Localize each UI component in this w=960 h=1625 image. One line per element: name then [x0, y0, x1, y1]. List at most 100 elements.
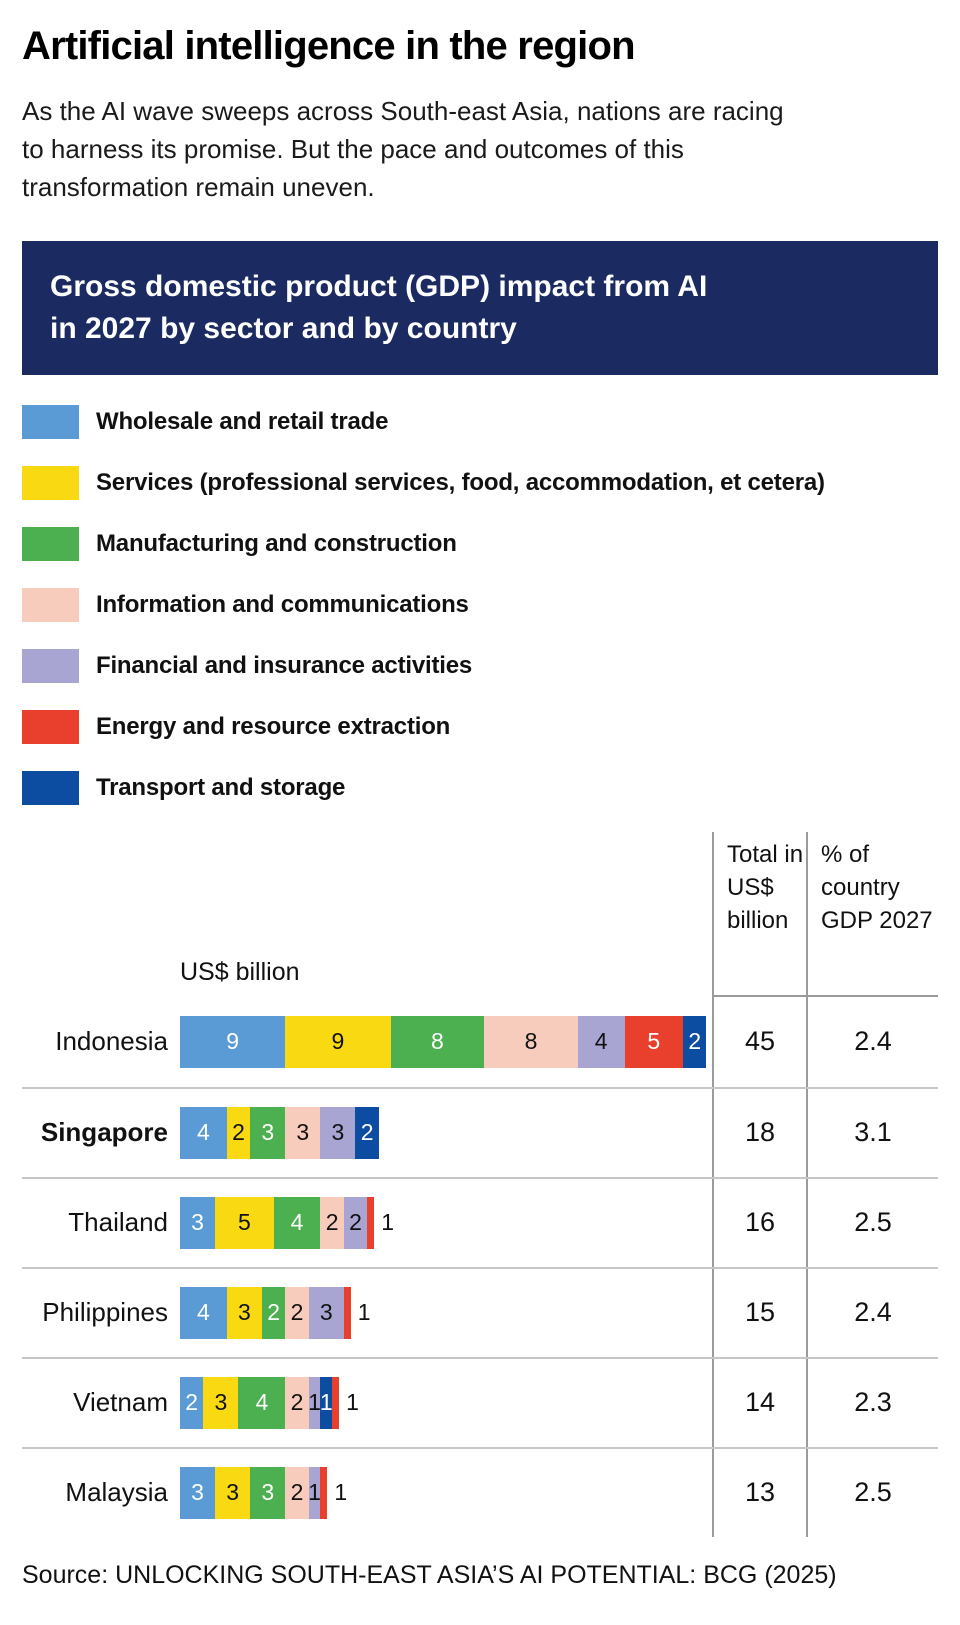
country-label: Indonesia [55, 1026, 168, 1057]
information-segment: 2 [285, 1286, 309, 1339]
transport-segment: 1 [320, 1376, 333, 1429]
information-segment: 2 [320, 1196, 344, 1249]
country-label: Singapore [40, 1117, 168, 1148]
wholesale-segment: 4 [180, 1286, 227, 1339]
bar-cell-malaysia: Malaysia 3 3 3 2 1 1 [22, 1449, 712, 1537]
chart-rows: Indonesia 9 9 8 8 4 5 2 45 2.4 Singapore 4 2 3 3 3 2 18 3.… [22, 996, 938, 1537]
information-segment: 2 [285, 1466, 309, 1519]
financial-segment: 3 [320, 1106, 356, 1159]
services-segment: 3 [203, 1376, 239, 1429]
total-value: 13 [712, 1448, 806, 1537]
legend-label-information: Information and communications [96, 590, 469, 618]
wholesale-segment: 9 [180, 1015, 286, 1068]
energy-segment: 5 [624, 1015, 684, 1068]
total-column-header: Total in US$ billion [712, 831, 806, 997]
legend-item-information: Information and communications [22, 587, 938, 622]
legend-item-wholesale: Wholesale and retail trade [22, 404, 938, 439]
wholesale-swatch-icon [22, 404, 79, 439]
country-row-malaysia: Malaysia 3 3 3 2 1 1 13 2.5 [22, 1446, 938, 1537]
total-value: 16 [712, 1178, 806, 1267]
infographic-page: Artificial intelligence in the region As… [22, 24, 938, 1589]
page-title: Artificial intelligence in the region [22, 24, 636, 68]
manufacturing-segment: 3 [250, 1106, 286, 1159]
manufacturing-segment: 8 [390, 1015, 485, 1068]
chart-header: US$ billion Total in US$ billion % of co… [22, 831, 938, 997]
legend-label-transport: Transport and storage [96, 773, 346, 801]
services-segment: 5 [215, 1196, 274, 1249]
financial-segment: 1 [308, 1376, 321, 1429]
wholesale-segment: 2 [180, 1376, 204, 1429]
services-swatch-icon [22, 465, 79, 500]
segment-value-outside: 1 [357, 1299, 371, 1326]
country-label: Vietnam [73, 1387, 168, 1418]
legend-item-manufacturing: Manufacturing and construction [22, 526, 938, 561]
pct-column-header: % of country GDP 2027 [806, 831, 938, 997]
information-segment: 8 [484, 1015, 578, 1068]
bar-cell-singapore: Singapore 4 2 3 3 3 2 [22, 1089, 712, 1177]
legend-label-financial: Financial and insurance activities [96, 651, 473, 679]
manufacturing-swatch-icon [22, 526, 79, 561]
pct-of-gdp-value: 2.3 [806, 1358, 938, 1447]
legend-item-energy: Energy and resource extraction [22, 709, 938, 744]
services-segment: 3 [215, 1466, 251, 1519]
country-label: Malaysia [65, 1477, 168, 1508]
gdp-impact-chart: US$ billion Total in US$ billion % of co… [22, 831, 938, 1537]
total-value: 14 [712, 1358, 806, 1447]
legend-label-wholesale: Wholesale and retail trade [96, 407, 389, 435]
country-row-indonesia: Indonesia 9 9 8 8 4 5 2 45 2.4 [22, 996, 938, 1087]
bar-cell-indonesia: Indonesia 9 9 8 8 4 5 2 [22, 997, 712, 1087]
services-segment: 2 [226, 1106, 251, 1159]
energy-segment [343, 1286, 351, 1339]
financial-segment: 4 [577, 1015, 625, 1068]
segment-value-outside: 1 [334, 1479, 348, 1506]
chart-banner: Gross domestic product (GDP) impact from… [22, 240, 938, 375]
manufacturing-segment: 4 [238, 1376, 286, 1429]
energy-segment [332, 1376, 340, 1429]
country-row-philippines: Philippines 4 3 2 2 3 1 15 2.4 [22, 1266, 938, 1357]
manufacturing-segment: 4 [273, 1196, 321, 1249]
wholesale-segment: 3 [180, 1466, 216, 1519]
segment-value-outside: 1 [346, 1389, 359, 1416]
legend-item-transport: Transport and storage [22, 770, 938, 805]
information-segment: 2 [285, 1376, 309, 1429]
pct-of-gdp-value: 3.1 [806, 1088, 938, 1177]
services-segment: 9 [285, 1015, 391, 1068]
transport-segment: 2 [355, 1106, 379, 1159]
pct-of-gdp-value: 2.4 [806, 996, 938, 1087]
source-credit: Source: UNLOCKING SOUTH-EAST ASIA’S AI P… [22, 1560, 837, 1589]
page-subtitle: As the AI wave sweeps across South-east … [22, 96, 784, 202]
transport-segment: 2 [683, 1015, 707, 1068]
total-value: 45 [712, 996, 806, 1087]
energy-swatch-icon [22, 709, 79, 744]
country-row-thailand: Thailand 3 5 4 2 2 1 16 2.5 [22, 1176, 938, 1267]
pct-of-gdp-value: 2.5 [806, 1448, 938, 1537]
legend-label-energy: Energy and resource extraction [96, 712, 451, 740]
total-value: 15 [712, 1268, 806, 1357]
axis-area: US$ billion [22, 832, 712, 997]
financial-segment: 1 [308, 1466, 321, 1519]
axis-label: US$ billion [180, 957, 300, 986]
bar-cell-vietnam: Vietnam 2 3 4 2 1 1 1 [22, 1359, 712, 1447]
pct-of-gdp-value: 2.4 [806, 1268, 938, 1357]
bar-cell-thailand: Thailand 3 5 4 2 2 1 [22, 1179, 712, 1267]
financial-segment: 3 [308, 1286, 344, 1339]
country-row-vietnam: Vietnam 2 3 4 2 1 1 1 14 2.3 [22, 1356, 938, 1447]
financial-segment: 2 [343, 1196, 368, 1249]
legend-item-services: Services (professional services, food, a… [22, 465, 938, 500]
country-row-singapore: Singapore 4 2 3 3 3 2 18 3.1 [22, 1086, 938, 1177]
information-swatch-icon [22, 587, 79, 622]
energy-segment [320, 1466, 328, 1519]
country-label: Thailand [68, 1207, 168, 1238]
total-value: 18 [712, 1088, 806, 1177]
country-label: Philippines [42, 1297, 168, 1328]
pct-of-gdp-value: 2.5 [806, 1178, 938, 1267]
manufacturing-segment: 3 [250, 1466, 286, 1519]
legend-label-manufacturing: Manufacturing and construction [96, 529, 457, 557]
financial-swatch-icon [22, 648, 79, 683]
